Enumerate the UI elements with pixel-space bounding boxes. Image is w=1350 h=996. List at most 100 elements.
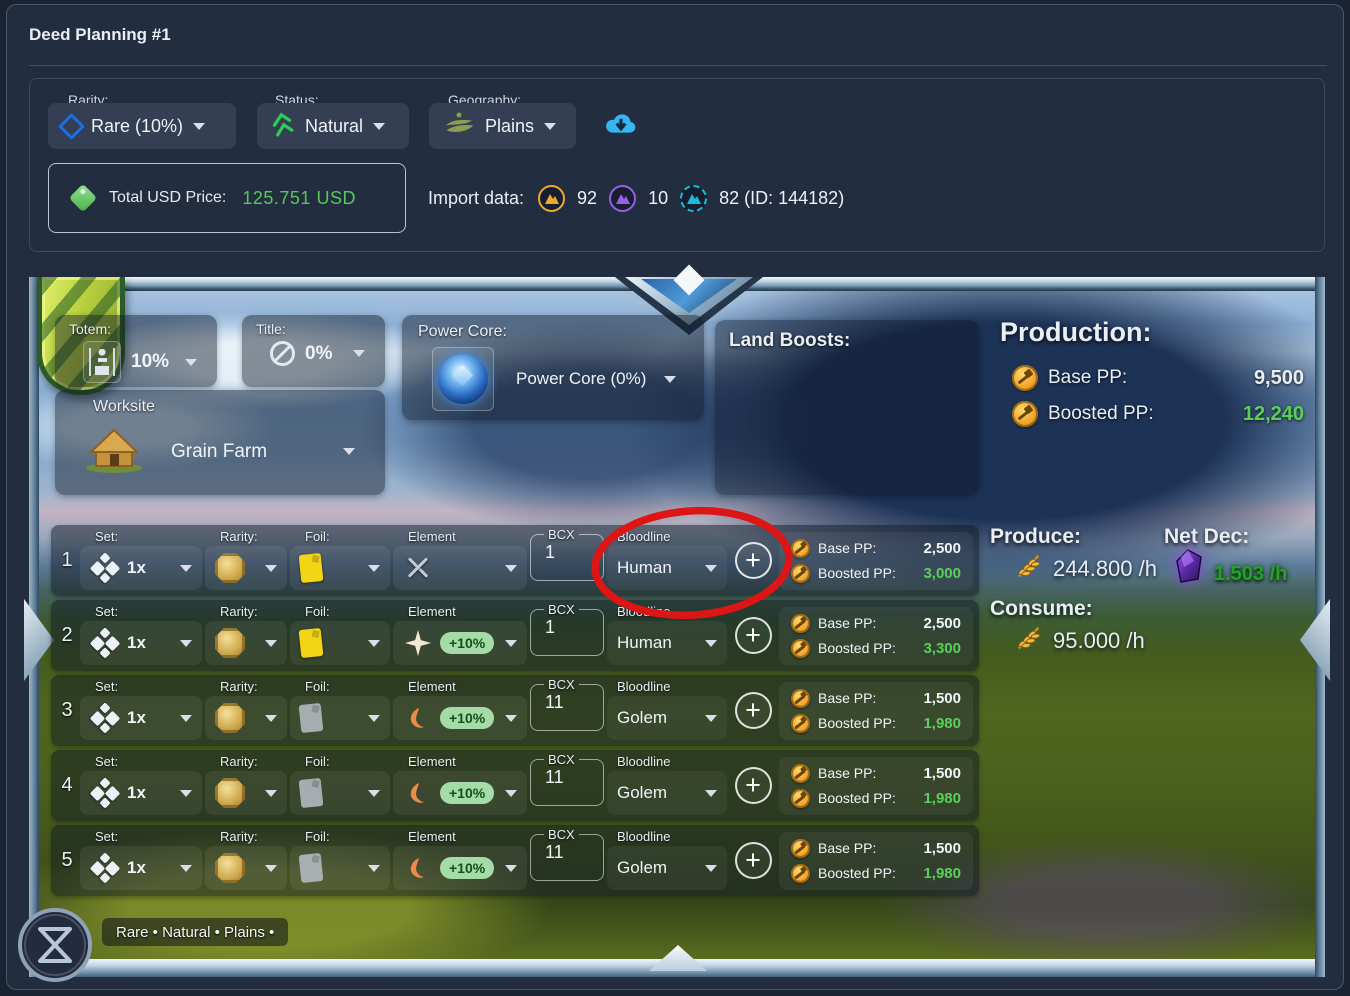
card-row: 4 Set: 1x Rarity: Foil: Element	[51, 750, 979, 821]
wheat-icon	[1013, 551, 1043, 587]
rarity-dropdown[interactable]	[205, 546, 287, 590]
chevron-down-icon	[505, 864, 517, 872]
boosted-pp-label: Boosted PP:	[818, 565, 896, 581]
neutral-element-icon	[403, 553, 433, 583]
rarity-dropdown[interactable]	[205, 621, 287, 665]
total-price-box: Total USD Price: 125.751 USD	[48, 163, 406, 233]
set-dropdown[interactable]: 1x	[80, 696, 202, 740]
geography-dropdown[interactable]: Plains	[429, 103, 576, 149]
bloodline-dropdown[interactable]: Human	[607, 621, 727, 665]
bcx-field[interactable]: BCX 11	[530, 827, 604, 881]
bloodline-dropdown[interactable]: Golem	[607, 846, 727, 890]
chevron-down-icon	[368, 714, 380, 722]
element-label: Element	[408, 679, 456, 694]
base-pp-label: Base PP:	[818, 540, 877, 556]
base-pp-label: Base PP:	[1048, 367, 1128, 388]
chevron-down-icon	[705, 864, 717, 872]
chevron-down-icon	[705, 714, 717, 722]
page-title: Deed Planning #1	[29, 25, 171, 44]
gold-gem-icon	[215, 628, 245, 658]
foil-dropdown[interactable]	[290, 846, 390, 890]
produce-label: Produce:	[990, 525, 1082, 548]
bloodline-dropdown[interactable]: Golem	[607, 771, 727, 815]
totem-dropdown[interactable]: Totem: 10%	[55, 315, 217, 387]
bloodline-label: Bloodline	[617, 754, 671, 769]
pp-summary-box: Base PP: 2,500 Boosted PP: 3,300	[779, 606, 973, 665]
chevron-down-icon	[265, 864, 277, 872]
download-button[interactable]	[604, 109, 638, 142]
add-card-button[interactable]: +	[734, 692, 772, 729]
status-dropdown[interactable]: Natural	[257, 103, 409, 149]
corner-banner-emblem	[37, 277, 125, 395]
chevron-down-icon	[265, 639, 277, 647]
set-dropdown[interactable]: 1x	[80, 621, 202, 665]
element-dropdown[interactable]: +10%	[393, 771, 527, 815]
add-card-button[interactable]: +	[734, 542, 772, 579]
boosted-pp-value: 12,240	[1242, 402, 1304, 425]
price-label: Total USD Price:	[109, 189, 227, 206]
element-dropdown[interactable]: +10%	[393, 621, 527, 665]
element-dropdown[interactable]: +10%	[393, 696, 527, 740]
land-boosts-label: Land Boosts:	[729, 330, 851, 351]
base-pp-row: Base PP: 9,500	[1012, 365, 1304, 391]
power-core-dropdown[interactable]: Power Core: Power Core (0%)	[402, 315, 704, 420]
element-dropdown[interactable]	[393, 546, 527, 590]
set-dropdown[interactable]: 1x	[80, 546, 202, 590]
deed-rune-emblem	[16, 906, 94, 989]
pp-badge-icon	[791, 613, 810, 633]
bloodline-dropdown[interactable]: Human	[607, 546, 727, 590]
foil-dropdown[interactable]	[290, 696, 390, 740]
bcx-value[interactable]: 1	[545, 617, 556, 637]
dec-gem-icon	[1172, 547, 1208, 592]
add-card-button[interactable]: +	[734, 767, 772, 804]
row-number: 4	[61, 774, 73, 796]
set-label: Set:	[95, 679, 119, 694]
set-diamonds-icon	[89, 777, 121, 809]
bcx-value[interactable]: 1	[545, 542, 556, 562]
element-boost-pill: +10%	[440, 707, 495, 729]
bcx-value[interactable]: 11	[545, 842, 564, 862]
chevron-down-icon	[368, 564, 380, 572]
bcx-field[interactable]: BCX 1	[530, 527, 604, 581]
boosted-pp-label: Boosted PP:	[1048, 403, 1154, 424]
set-dropdown[interactable]: 1x	[80, 846, 202, 890]
foil-label: Foil:	[305, 679, 330, 694]
element-label: Element	[408, 754, 456, 769]
totem-icon	[87, 346, 117, 378]
pp-badge-icon	[791, 838, 810, 858]
bcx-label: BCX	[548, 677, 575, 692]
rarity-dropdown[interactable]	[205, 696, 287, 740]
rarity-dropdown[interactable]: Rare (10%)	[48, 103, 236, 149]
bcx-value[interactable]: 11	[545, 692, 564, 712]
chevron-down-icon	[368, 639, 380, 647]
worksite-dropdown[interactable]: Worksite Grain Farm	[55, 390, 385, 495]
rarity-label: Rarity:	[220, 829, 258, 844]
card-row: 1 Set: 1x Rarity: Foil: Element	[51, 525, 979, 596]
title-dropdown[interactable]: Title: 0%	[242, 315, 385, 387]
chevron-down-icon	[180, 639, 192, 647]
rarity-dropdown[interactable]	[205, 846, 287, 890]
bcx-value[interactable]: 11	[545, 767, 564, 787]
foil-label: Foil:	[305, 529, 330, 544]
rarity-dropdown[interactable]	[205, 771, 287, 815]
gold-gem-icon	[215, 703, 245, 733]
foil-dropdown[interactable]	[290, 621, 390, 665]
net-dec-value: 1.503 /h	[1214, 563, 1288, 585]
element-dropdown[interactable]: +10%	[393, 846, 527, 890]
chevron-down-icon	[193, 122, 206, 130]
add-card-button[interactable]: +	[734, 842, 772, 879]
bloodline-value: Golem	[617, 858, 668, 877]
rarity-value: Rare (10%)	[91, 115, 184, 136]
element-icon	[403, 628, 433, 658]
set-dropdown[interactable]: 1x	[80, 771, 202, 815]
bcx-field[interactable]: BCX 1	[530, 602, 604, 656]
bloodline-dropdown[interactable]: Golem	[607, 696, 727, 740]
foil-dropdown[interactable]	[290, 771, 390, 815]
add-card-button[interactable]: +	[734, 617, 772, 654]
cloud-download-icon	[606, 114, 636, 133]
bcx-field[interactable]: BCX 11	[530, 677, 604, 731]
pp-badge-icon	[791, 638, 810, 658]
foil-dropdown[interactable]	[290, 546, 390, 590]
bcx-field[interactable]: BCX 11	[530, 752, 604, 806]
chevron-down-icon	[505, 789, 517, 797]
